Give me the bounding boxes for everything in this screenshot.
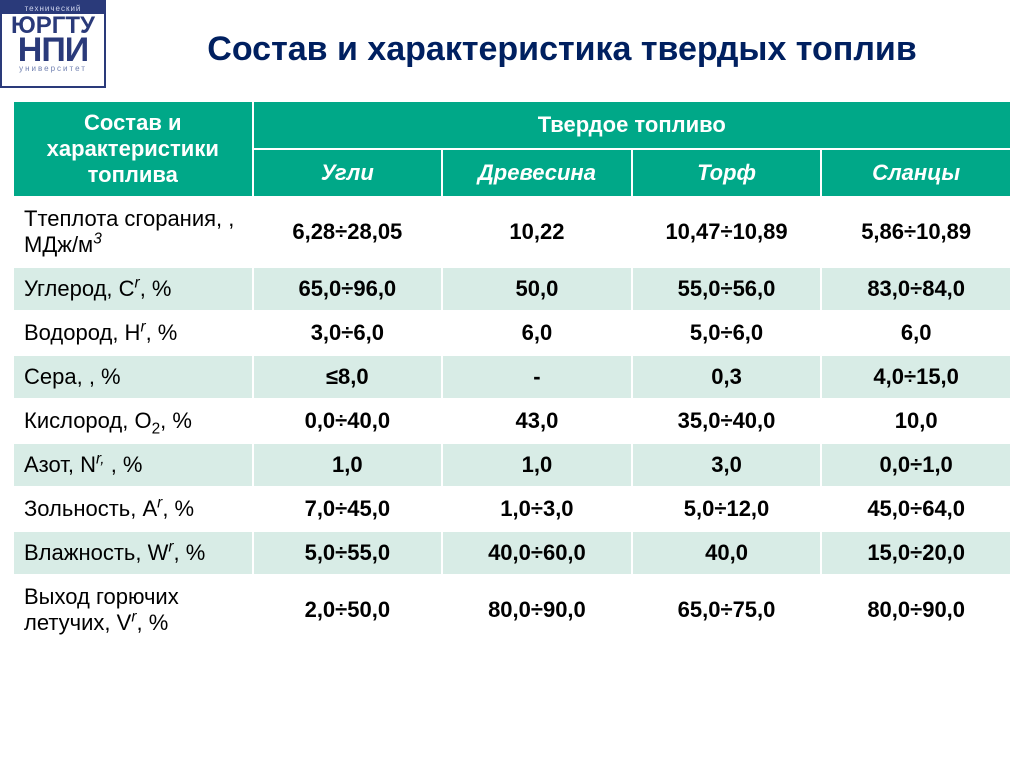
- header-col-0: Угли: [253, 149, 443, 197]
- row-value: 4,0÷15,0: [821, 355, 1011, 399]
- row-value: 10,22: [442, 197, 632, 267]
- row-value: 50,0: [442, 267, 632, 311]
- fuel-table-body: Ттеплота сгорания, , МДж/м36,28÷28,0510,…: [13, 197, 1011, 645]
- row-value: 83,0÷84,0: [821, 267, 1011, 311]
- table-row: Зольность, Ar, %7,0÷45,01,0÷3,05,0÷12,04…: [13, 487, 1011, 531]
- row-label: Кислород, O2, %: [13, 399, 253, 443]
- table-row: Углерод, Cr, %65,0÷96,050,055,0÷56,083,0…: [13, 267, 1011, 311]
- row-value: 5,0÷55,0: [253, 531, 443, 575]
- row-label: Сера, , %: [13, 355, 253, 399]
- row-value: 5,0÷6,0: [632, 311, 822, 355]
- row-value: 35,0÷40,0: [632, 399, 822, 443]
- row-value: 1,0: [253, 443, 443, 487]
- row-label: Ттеплота сгорания, , МДж/м3: [13, 197, 253, 267]
- university-logo: технический ЮРГТУ НПИ университет: [0, 0, 106, 88]
- table-container: Состав и характеристики топлива Твердое …: [12, 100, 1012, 646]
- header-span: Твердое топливо: [253, 101, 1011, 149]
- row-value: 5,86÷10,89: [821, 197, 1011, 267]
- row-value: ≤8,0: [253, 355, 443, 399]
- row-value: 2,0÷50,0: [253, 575, 443, 645]
- row-value: 6,0: [821, 311, 1011, 355]
- row-value: 10,0: [821, 399, 1011, 443]
- row-value: 6,0: [442, 311, 632, 355]
- row-value: 1,0÷3,0: [442, 487, 632, 531]
- row-label: Азот, Nr, , %: [13, 443, 253, 487]
- header-col-3: Сланцы: [821, 149, 1011, 197]
- row-value: 55,0÷56,0: [632, 267, 822, 311]
- row-value: 65,0÷75,0: [632, 575, 822, 645]
- table-row: Выход горючих летучих, Vr, %2,0÷50,080,0…: [13, 575, 1011, 645]
- row-label: Влажность, Wr, %: [13, 531, 253, 575]
- table-row: Ттеплота сгорания, , МДж/м36,28÷28,0510,…: [13, 197, 1011, 267]
- fuel-table: Состав и характеристики топлива Твердое …: [12, 100, 1012, 646]
- header-col-2: Торф: [632, 149, 822, 197]
- row-value: 7,0÷45,0: [253, 487, 443, 531]
- header-col-1: Древесина: [442, 149, 632, 197]
- row-value: 15,0÷20,0: [821, 531, 1011, 575]
- table-row: Кислород, O2, %0,0÷40,043,035,0÷40,010,0: [13, 399, 1011, 443]
- row-value: -: [442, 355, 632, 399]
- logo-big-text: НПИ: [2, 37, 104, 63]
- row-value: 40,0÷60,0: [442, 531, 632, 575]
- row-label: Углерод, Cr, %: [13, 267, 253, 311]
- row-value: 6,28÷28,05: [253, 197, 443, 267]
- table-row: Влажность, Wr, %5,0÷55,040,0÷60,040,015,…: [13, 531, 1011, 575]
- row-value: 0,0÷40,0: [253, 399, 443, 443]
- row-value: 43,0: [442, 399, 632, 443]
- header-left: Состав и характеристики топлива: [13, 101, 253, 197]
- row-label: Зольность, Ar, %: [13, 487, 253, 531]
- table-row: Азот, Nr, , %1,01,03,00,0÷1,0: [13, 443, 1011, 487]
- row-value: 3,0÷6,0: [253, 311, 443, 355]
- row-value: 0,0÷1,0: [821, 443, 1011, 487]
- row-value: 40,0: [632, 531, 822, 575]
- table-row: Сера, , %≤8,0-0,34,0÷15,0: [13, 355, 1011, 399]
- row-value: 65,0÷96,0: [253, 267, 443, 311]
- row-value: 80,0÷90,0: [821, 575, 1011, 645]
- row-value: 3,0: [632, 443, 822, 487]
- table-row: Водород, Hr, %3,0÷6,06,05,0÷6,06,0: [13, 311, 1011, 355]
- row-value: 1,0: [442, 443, 632, 487]
- row-value: 10,47÷10,89: [632, 197, 822, 267]
- row-value: 80,0÷90,0: [442, 575, 632, 645]
- row-label: Водород, Hr, %: [13, 311, 253, 355]
- row-value: 0,3: [632, 355, 822, 399]
- row-value: 45,0÷64,0: [821, 487, 1011, 531]
- slide-title: Состав и характеристика твердых топлив: [120, 30, 1004, 69]
- slide: технический ЮРГТУ НПИ университет Состав…: [0, 0, 1024, 768]
- row-value: 5,0÷12,0: [632, 487, 822, 531]
- row-label: Выход горючих летучих, Vr, %: [13, 575, 253, 645]
